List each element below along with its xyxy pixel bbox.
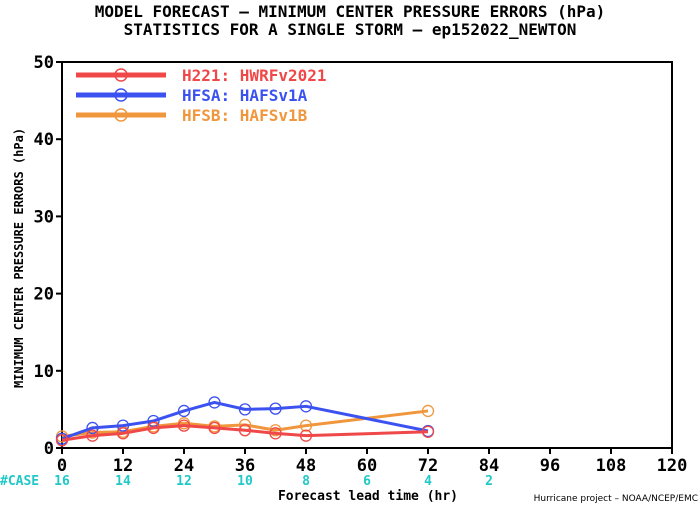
y-tick-label: 0 — [44, 439, 54, 459]
y-tick-label: 30 — [34, 207, 54, 227]
legend-marker — [114, 68, 128, 82]
case-label: #CASE — [0, 474, 39, 489]
x-tick-label: 84 — [479, 456, 499, 476]
x-tick-label: 36 — [235, 456, 255, 476]
data-point — [269, 402, 282, 415]
chart-title: MODEL FORECAST – MINIMUM CENTER PRESSURE… — [95, 2, 606, 21]
y-axis-label: MINIMUM CENTER PRESSURE ERRORS (hPa) — [12, 128, 26, 388]
data-point — [116, 419, 130, 432]
y-tick-label: 10 — [34, 362, 54, 382]
case-count: 2 — [485, 474, 493, 489]
data-point — [55, 434, 69, 447]
x-tick-label: 72 — [418, 456, 438, 476]
data-point — [421, 404, 435, 418]
case-count: 16 — [54, 474, 70, 489]
data-point — [269, 424, 282, 437]
data-point — [208, 421, 221, 435]
data-point — [208, 396, 221, 409]
x-tick-label: 48 — [296, 456, 316, 476]
legend-marker — [114, 108, 128, 122]
series-line — [61, 424, 429, 442]
x-tick-label: 96 — [540, 456, 560, 476]
y-tick-label: 20 — [34, 285, 54, 305]
case-count: 14 — [115, 474, 131, 489]
plot-frame — [61, 61, 673, 449]
case-count: 10 — [237, 474, 253, 489]
data-point — [238, 424, 252, 437]
y-tick-label: 50 — [34, 53, 54, 73]
data-point — [86, 429, 99, 442]
legend-marker — [114, 88, 128, 102]
data-point — [177, 404, 191, 418]
x-tick-label: 24 — [174, 456, 194, 476]
legend-label: HFSA: HAFSv1A — [182, 86, 308, 105]
legend-label: HFSB: HAFSv1B — [182, 106, 308, 125]
case-count: 12 — [176, 474, 192, 489]
data-point — [238, 403, 252, 416]
data-point — [147, 421, 160, 435]
x-tick-label: 0 — [57, 456, 67, 476]
series-line — [61, 409, 429, 438]
data-point — [299, 419, 313, 432]
x-tick-label: 108 — [596, 456, 627, 476]
legend-label: H221: HWRFv2021 — [182, 66, 327, 85]
data-point — [86, 421, 99, 435]
data-point — [299, 400, 313, 413]
credit-text: Hurricane project – NOAA/NCEP/EMC — [534, 494, 698, 504]
data-point — [177, 419, 191, 432]
case-count: 6 — [363, 474, 371, 489]
case-count: 8 — [302, 474, 310, 489]
data-point — [421, 425, 435, 438]
series-line — [61, 400, 429, 441]
data-point — [299, 429, 313, 442]
x-tick-label: 12 — [113, 456, 133, 476]
y-tick-label: 40 — [34, 130, 54, 150]
x-tick-label: 60 — [357, 456, 377, 476]
chart-subtitle: STATISTICS FOR A SINGLE STORM – ep152022… — [124, 20, 577, 39]
case-count: 4 — [424, 474, 432, 489]
x-axis-label: Forecast lead time (hr) — [278, 489, 458, 504]
data-point — [116, 427, 130, 440]
data-point — [269, 427, 282, 440]
x-tick-label: 120 — [657, 456, 688, 476]
